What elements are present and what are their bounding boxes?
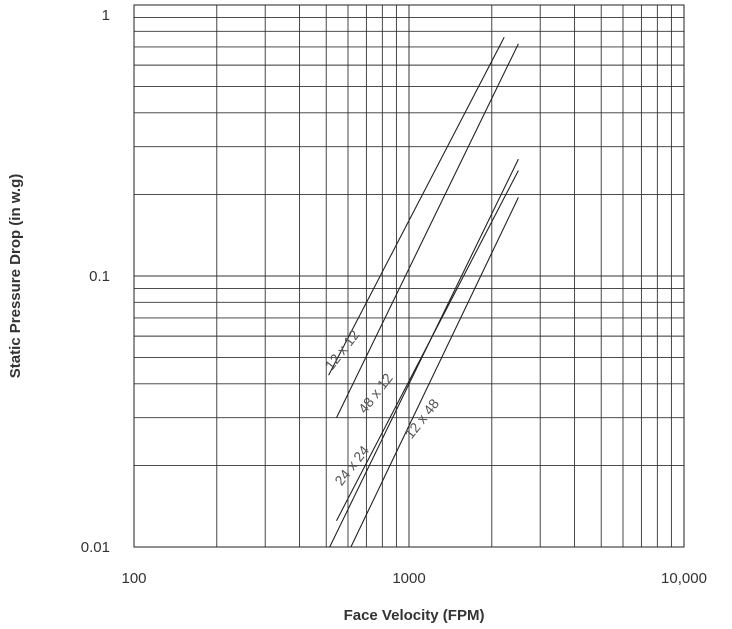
series-line-1 (328, 37, 505, 376)
series-line-4 (336, 170, 519, 521)
series-label: 48 x 12 (355, 370, 396, 416)
grid-lines (133, 4, 685, 548)
x-tick-label: 100 (121, 570, 146, 587)
x-tick-label: 1000 (392, 570, 425, 587)
series-lines (328, 37, 519, 548)
y-tick-labels: 0.01 0.1 1 (81, 7, 110, 556)
y-tick-label: 0.1 (89, 268, 110, 285)
y-tick-label: 0.01 (81, 539, 110, 556)
y-tick-label: 1 (102, 7, 110, 24)
series-line-5 (350, 197, 519, 548)
series-label: 12 x 12 (322, 327, 363, 373)
y-axis-title: Static Pressure Drop (in w.g) (7, 174, 24, 379)
x-tick-labels: 100 1000 10,000 (121, 570, 706, 587)
x-axis-title: Face Velocity (FPM) (344, 607, 485, 624)
x-tick-label: 10,000 (661, 570, 707, 587)
series-line-2 (336, 43, 519, 418)
series-label: 12 x 48 (401, 395, 442, 441)
plot-frame (133, 4, 685, 548)
